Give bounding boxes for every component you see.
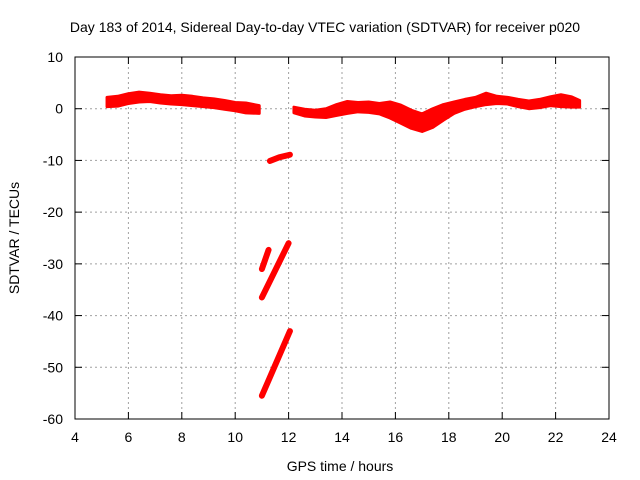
x-tick-label: 14	[334, 429, 350, 445]
series-arc-short-minus-28	[258, 246, 272, 273]
x-tick-label: 8	[178, 429, 186, 445]
series-band-afternoon	[292, 91, 582, 133]
y-tick-label: -30	[43, 256, 63, 272]
series-arc-minus-55-to-minus-43	[258, 328, 293, 399]
series-band-morning	[105, 90, 261, 115]
y-tick-label: -50	[43, 359, 63, 375]
data-layer	[105, 90, 582, 399]
y-tick-label: 10	[47, 49, 63, 65]
y-axis-label: SDTVAR / TECUs	[6, 182, 22, 294]
x-tick-label: 18	[441, 429, 457, 445]
tick-labels: 4 6 8 10 12 14 16 18 20 22 24 -60 -50 -40 -30 -20 -10 0 10	[43, 49, 617, 445]
x-tick-label: 20	[494, 429, 510, 445]
y-tick-label: -60	[43, 411, 63, 427]
series-arc-minus-36-to-minus-26	[258, 240, 292, 301]
x-axis-label: GPS time / hours	[287, 458, 394, 474]
chart-title: Day 183 of 2014, Sidereal Day-to-day VTE…	[70, 19, 580, 35]
y-tick-label: -20	[43, 204, 63, 220]
y-tick-label: 0	[55, 101, 63, 117]
x-tick-label: 10	[227, 429, 243, 445]
y-tick-label: -40	[43, 308, 63, 324]
series-arc-near-minus-9	[266, 151, 293, 164]
tick-marks	[74, 56, 610, 420]
x-tick-label: 6	[125, 429, 133, 445]
x-tick-label: 4	[71, 429, 79, 445]
x-tick-label: 24	[601, 429, 617, 445]
y-tick-label: -10	[43, 152, 63, 168]
x-tick-label: 12	[281, 429, 297, 445]
x-tick-label: 16	[388, 429, 404, 445]
x-tick-label: 22	[548, 429, 564, 445]
